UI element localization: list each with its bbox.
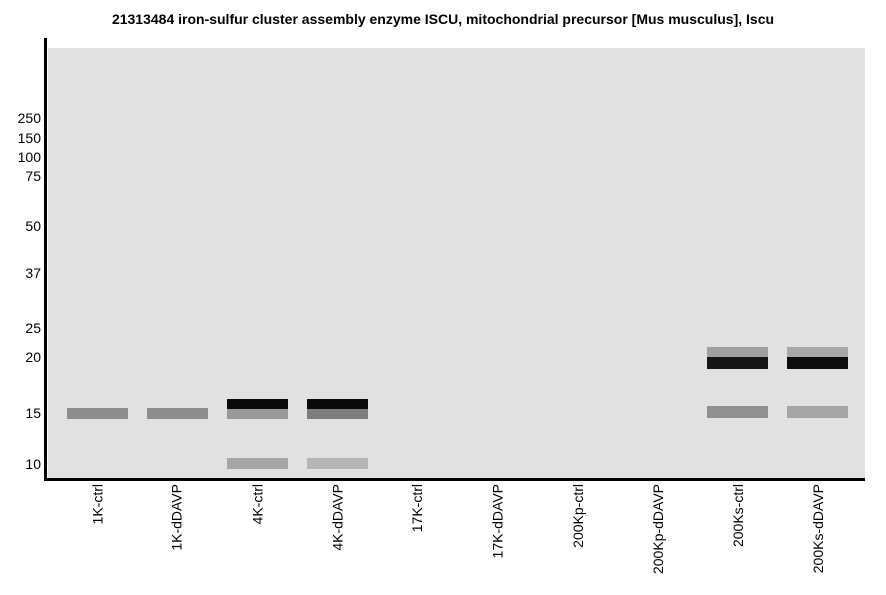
chart-title: 21313484 iron-sulfur cluster assembly en… <box>111 11 775 27</box>
gel-band <box>226 409 288 419</box>
mw-tick-label: 100 <box>17 149 41 165</box>
gel-band <box>226 399 288 409</box>
mw-tick-label: 25 <box>25 320 41 336</box>
gel-band <box>306 399 368 409</box>
lane-label: 4K-ctrl <box>249 484 266 525</box>
gel-band <box>306 458 368 469</box>
lane-label: 200Ks-ctrl <box>729 484 746 548</box>
gel-band <box>306 409 368 419</box>
lane-label: 200Ks-dDAVP <box>809 484 826 574</box>
y-axis-line <box>44 38 47 481</box>
mw-tick-label: 15 <box>25 405 41 421</box>
gel-band <box>707 347 769 357</box>
lane-label: 200Kp-ctrl <box>569 484 586 548</box>
mw-tick-label: 150 <box>17 130 41 146</box>
gel-band <box>787 347 849 357</box>
lane-label: 1K-ctrl <box>89 484 105 525</box>
gel-band <box>66 408 128 419</box>
mw-tick-label: 20 <box>25 349 41 365</box>
x-axis-line <box>44 478 865 481</box>
lane-label: 1K-dDAVP <box>169 484 186 551</box>
gel-band <box>787 406 849 418</box>
mw-tick-label: 250 <box>17 110 41 126</box>
lane-label: 4K-dDAVP <box>329 484 346 551</box>
lane-label: 17K-ctrl <box>409 484 426 533</box>
lane-label: 200Kp-dDAVP <box>649 484 666 575</box>
gel-band <box>226 458 288 469</box>
mw-tick-label: 50 <box>25 218 41 234</box>
mw-tick-label: 75 <box>25 168 41 184</box>
mw-tick-label: 10 <box>25 456 41 472</box>
gel-band <box>707 357 769 369</box>
lane-label: 17K-dDAVP <box>489 484 506 559</box>
mw-tick-label: 37 <box>25 265 41 281</box>
gel-band <box>707 406 769 418</box>
gel-band <box>146 408 208 419</box>
gel-band <box>787 357 849 369</box>
